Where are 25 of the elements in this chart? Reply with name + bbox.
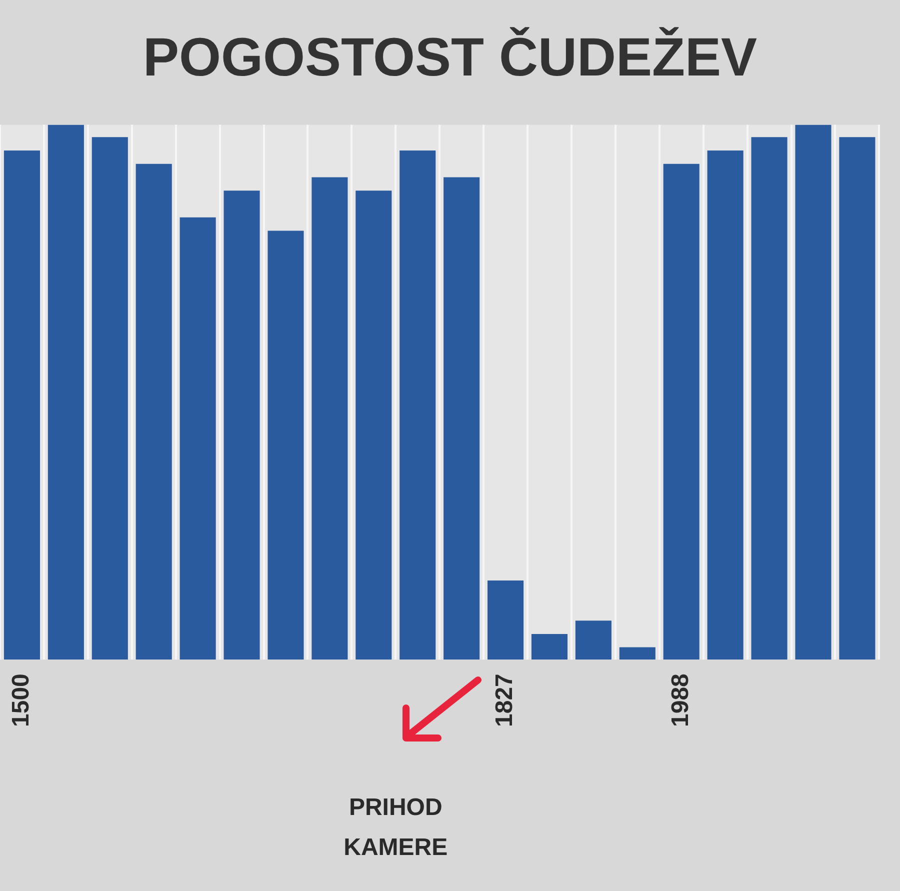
bar [312, 177, 348, 660]
bar [751, 137, 788, 660]
bar [4, 150, 40, 660]
bar [575, 620, 612, 660]
bar [531, 634, 568, 660]
bar [839, 137, 876, 660]
bar [136, 164, 172, 660]
bar [48, 124, 84, 660]
x-tick-label: 1827 [491, 674, 518, 727]
bar [400, 150, 436, 660]
bar [356, 190, 392, 660]
bar [92, 137, 128, 660]
bar [663, 164, 700, 660]
x-tick-label: 1988 [666, 674, 694, 727]
bar [619, 647, 656, 660]
chart-title: POGOSTOST ČUDEŽEV [142, 26, 758, 88]
bar [795, 124, 832, 660]
bar [268, 230, 304, 660]
bar [180, 217, 216, 660]
bar [707, 150, 744, 660]
bar [224, 190, 260, 660]
bar [444, 177, 480, 660]
bar [488, 580, 524, 660]
x-tick-label: 1500 [8, 674, 35, 727]
text: PRIHOD KAMERE [344, 794, 448, 861]
